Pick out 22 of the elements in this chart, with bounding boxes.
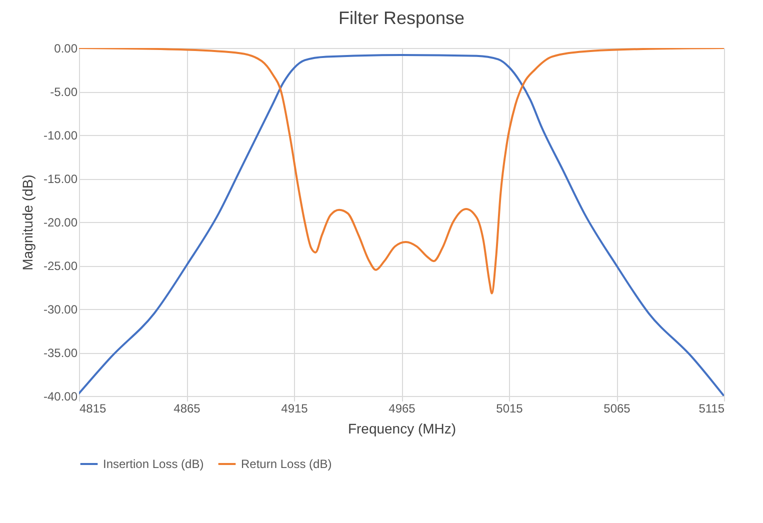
y-tick-label: -10.00 <box>43 128 78 142</box>
x-tick-label: 5065 <box>604 402 631 416</box>
x-tick-label: 4965 <box>388 402 416 416</box>
x-tick-label: 5115 <box>698 402 725 416</box>
y-tick-label: -5.00 <box>50 85 78 99</box>
y-tick-label: -30.00 <box>43 302 78 316</box>
chart-title: Filter Response <box>338 8 465 28</box>
legend-label: Insertion Loss (dB) <box>103 457 204 471</box>
y-tick-label: -40.00 <box>43 390 78 404</box>
x-tick-label: 4865 <box>174 402 201 416</box>
y-tick-label: -35.00 <box>43 346 78 360</box>
x-axis-title: Frequency (MHz) <box>348 420 456 436</box>
y-tick-label: 0.00 <box>54 42 78 56</box>
x-tick-label: 4815 <box>80 402 107 416</box>
y-axis-title: Magnitude (dB) <box>19 174 36 270</box>
y-tick-label: -20.00 <box>43 216 78 230</box>
line-series <box>79 54 724 396</box>
y-tick-label: -25.00 <box>43 259 78 273</box>
x-tick-label: 5015 <box>496 402 524 416</box>
x-tick-label: 4915 <box>281 402 308 416</box>
legend-label: Return Loss (dB) <box>241 457 332 471</box>
y-tick-label: -15.00 <box>43 172 78 186</box>
